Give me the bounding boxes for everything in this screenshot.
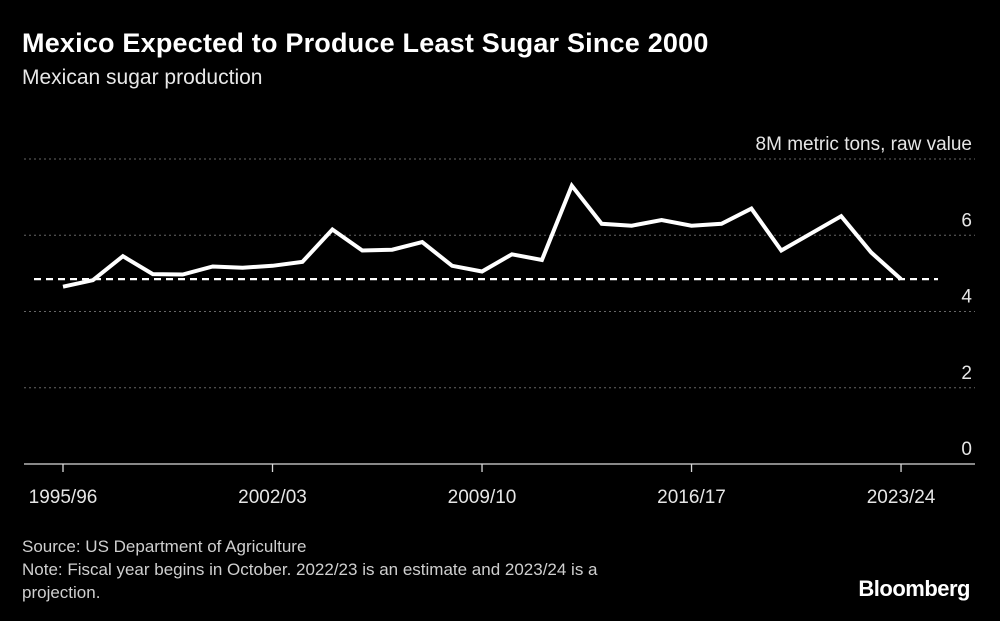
fiscal-year-note: Note: Fiscal year begins in October. 202… xyxy=(22,560,598,579)
x-tick-label: 1995/96 xyxy=(29,487,98,508)
x-tick-label: 2009/10 xyxy=(448,487,517,508)
fiscal-year-note-continued: projection. xyxy=(22,583,101,602)
y-tick-label: 2 xyxy=(961,363,972,384)
series-line xyxy=(62,181,903,289)
x-tick-label: 2002/03 xyxy=(238,487,307,508)
source-note: Source: US Department of Agriculture xyxy=(22,537,307,556)
chart-footer: Source: US Department of Agriculture Not… xyxy=(22,535,822,604)
y-tick-label: 0 xyxy=(961,439,972,460)
y-tick-label: 4 xyxy=(961,287,972,308)
y-tick-label: 8M metric tons, raw value xyxy=(756,134,972,155)
chart-subtitle: Mexican sugar production xyxy=(22,66,263,89)
y-tick-label: 6 xyxy=(961,210,972,231)
x-tick-label: 2023/24 xyxy=(867,487,936,508)
x-tick-label: 2016/17 xyxy=(657,487,726,508)
bloomberg-logo: Bloomberg xyxy=(858,576,970,601)
chart-title: Mexico Expected to Produce Least Sugar S… xyxy=(22,28,709,58)
